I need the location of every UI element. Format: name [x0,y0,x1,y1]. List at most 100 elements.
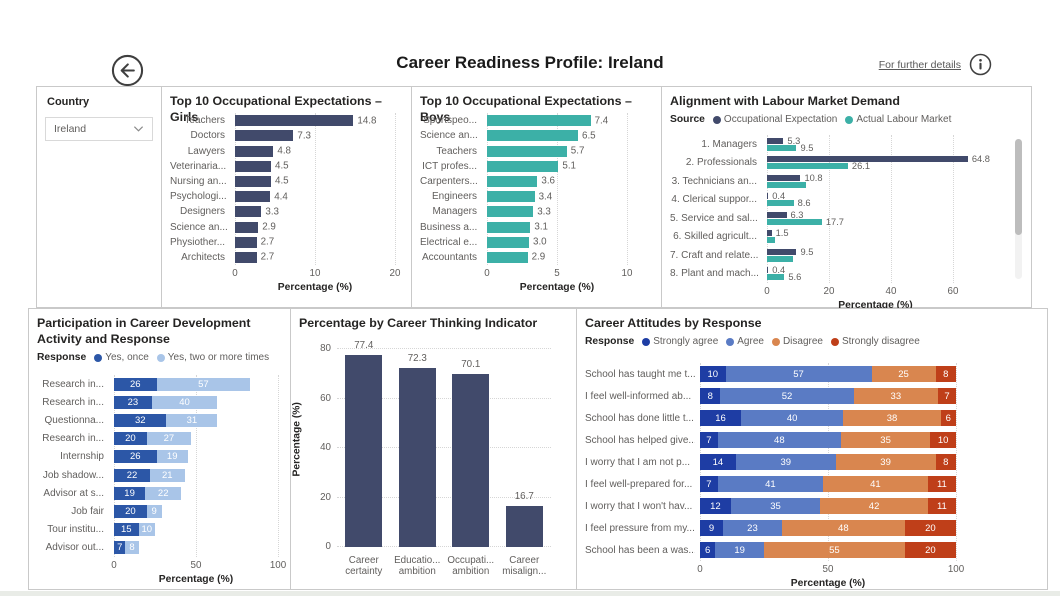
bar[interactable] [767,193,769,200]
bar-segment[interactable]: 23 [114,395,152,409]
bar[interactable] [767,274,785,281]
bar[interactable] [235,130,294,142]
bar-segment[interactable]: 41 [717,476,823,492]
back-button[interactable] [111,54,144,87]
info-icon[interactable] [969,53,992,76]
bar-segment[interactable]: 19 [114,486,146,500]
bar[interactable] [235,206,262,218]
bar-segment[interactable]: 16 [700,410,741,426]
legend-item[interactable]: Strongly agree [642,336,718,347]
bar[interactable] [767,255,794,262]
bar-segment[interactable]: 9 [700,520,724,536]
bar[interactable] [767,200,794,207]
bar-segment[interactable]: 40 [740,410,844,426]
bar-segment[interactable]: 26 [114,450,157,464]
bar-segment[interactable]: 31 [166,414,218,427]
bar-segment[interactable]: 8 [935,454,956,470]
bar[interactable] [767,248,797,255]
further-details-link[interactable]: For further details [878,58,961,71]
bar-segment[interactable]: 21 [150,468,185,482]
bar-segment[interactable]: 25 [871,366,936,382]
legend-item[interactable]: Actual Labour Market [845,114,951,125]
bar-segment[interactable]: 20 [114,432,147,446]
bar[interactable] [487,130,578,142]
bar-segment[interactable]: 15 [114,523,139,537]
bar[interactable] [487,160,559,172]
bar[interactable] [487,206,534,218]
bar-segment[interactable]: 40 [151,395,218,409]
bar-segment[interactable]: 22 [145,486,182,500]
bar-segment[interactable]: 26 [114,377,157,391]
bar-segment[interactable]: 57 [156,377,251,391]
bar-segment[interactable]: 20 [904,542,956,558]
bar-segment[interactable]: 7 [700,432,718,448]
bar-segment[interactable]: 52 [720,388,854,404]
bar[interactable] [767,163,848,170]
bar-segment[interactable]: 10 [138,523,155,537]
bar-segment[interactable]: 42 [820,498,928,514]
bar[interactable] [235,191,271,203]
bar-segment[interactable]: 19 [156,450,188,464]
legend-item[interactable]: Agree [726,336,764,347]
bar[interactable] [487,236,529,248]
legend-item[interactable]: Yes, once [94,352,149,363]
bar-segment[interactable]: 6 [940,410,956,426]
bar-segment[interactable]: 8 [700,388,721,404]
bar[interactable] [398,368,436,547]
scrollbar[interactable] [1015,139,1022,279]
bar-segment[interactable]: 19 [715,542,764,558]
scrollbar-thumb[interactable] [1015,139,1022,235]
bar-segment[interactable]: 8 [125,541,139,555]
bar[interactable] [487,145,567,157]
bar[interactable] [487,175,538,187]
legend-item[interactable]: Strongly disagree [830,336,920,347]
bar-segment[interactable]: 33 [853,388,939,404]
bar-segment[interactable]: 23 [723,520,782,536]
bar-segment[interactable]: 41 [822,476,928,492]
bar-segment[interactable]: 32 [114,414,167,427]
bar[interactable] [767,211,787,218]
bar[interactable] [235,145,274,157]
bar-segment[interactable]: 10 [700,366,726,382]
bar-segment[interactable]: 39 [835,454,936,470]
bar[interactable] [505,505,543,547]
bar[interactable] [452,373,490,547]
bar-segment[interactable]: 7 [700,476,718,492]
legend-item[interactable]: Disagree [771,336,823,347]
bar[interactable] [767,174,801,181]
bar[interactable] [487,251,528,263]
legend-item[interactable]: Occupational Expectation [712,114,837,125]
bar[interactable] [767,267,769,274]
bar[interactable] [767,237,775,244]
legend-item[interactable]: Yes, two or more times [156,352,269,363]
bar-segment[interactable]: 35 [730,498,821,514]
bar-segment[interactable]: 55 [764,542,905,558]
bar[interactable] [767,156,968,163]
bar[interactable] [767,181,806,188]
bar-segment[interactable]: 48 [717,432,841,448]
bar-segment[interactable]: 35 [840,432,931,448]
bar[interactable] [767,230,772,237]
bar-segment[interactable]: 39 [735,454,836,470]
bar-segment[interactable]: 14 [700,454,736,470]
bar-segment[interactable]: 57 [725,366,872,382]
bar-segment[interactable]: 27 [146,432,192,446]
bar-segment[interactable]: 22 [114,468,151,482]
bar-segment[interactable]: 10 [930,432,956,448]
bar-segment[interactable]: 9 [146,505,162,519]
bar[interactable] [767,218,822,225]
bar[interactable] [235,160,271,172]
bar-segment[interactable]: 8 [935,366,956,382]
bar-segment[interactable]: 6 [700,542,716,558]
bar[interactable] [235,115,354,127]
bar-segment[interactable]: 7 [114,541,126,555]
bar[interactable] [767,137,784,144]
bar[interactable] [235,221,259,233]
bar-segment[interactable]: 11 [927,476,956,492]
bar[interactable] [487,115,591,127]
bar[interactable] [345,355,383,547]
country-dropdown[interactable]: Ireland [45,117,153,141]
bar-segment[interactable]: 38 [843,410,941,426]
bar[interactable] [235,251,257,263]
bar[interactable] [487,221,531,233]
